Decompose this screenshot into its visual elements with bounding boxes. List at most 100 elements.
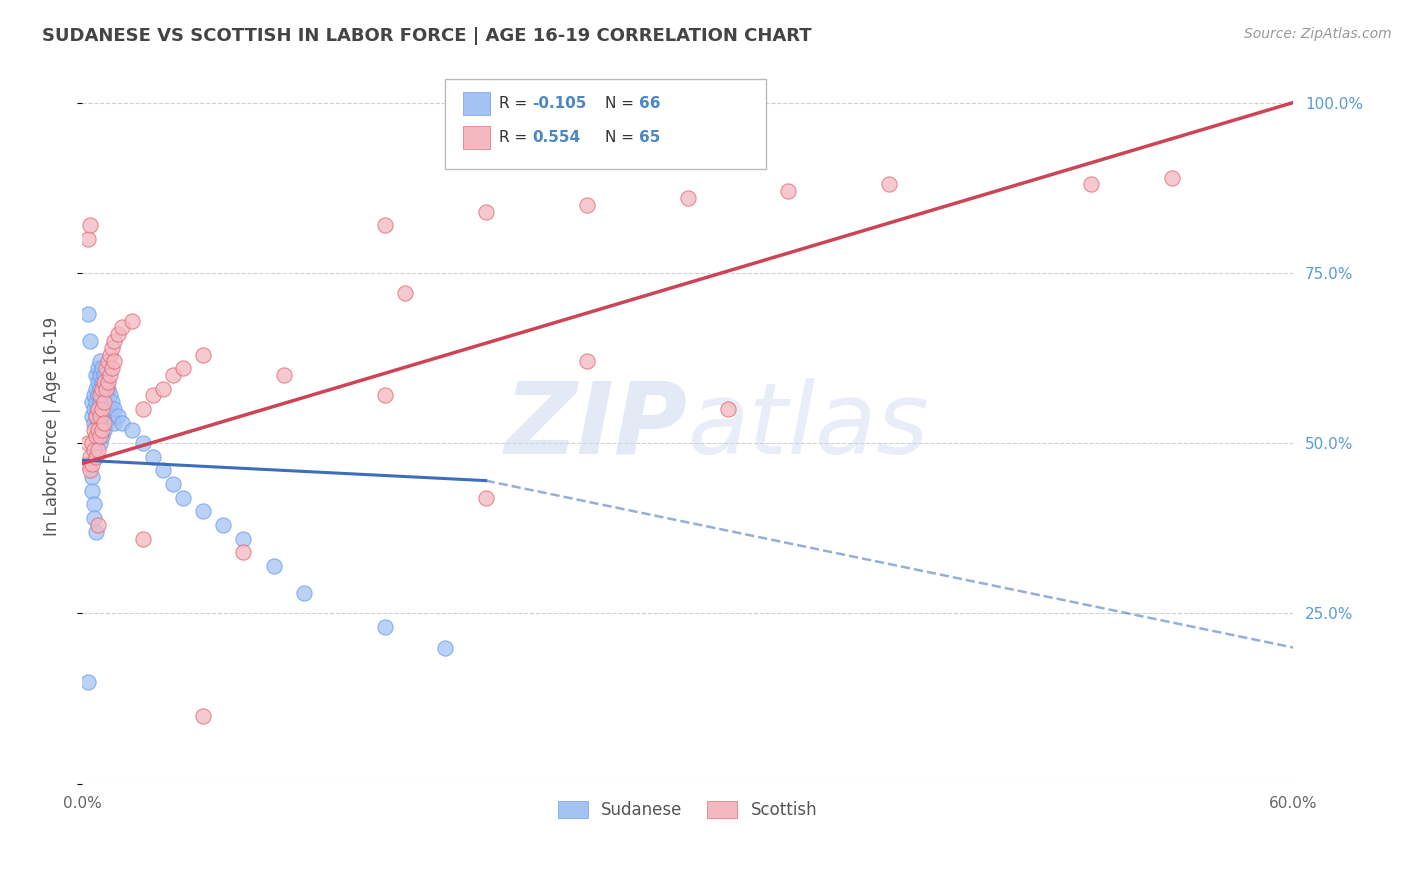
Point (87, 423, 110, 437)
Point (97, 382, 120, 396)
Bar (464, 126, 491, 149)
Point (83, 442, 105, 457)
Point (96, 382, 118, 396)
Text: R =: R = (499, 129, 527, 145)
Point (575, 198, 598, 212)
Point (434, 640, 457, 655)
Point (474, 204, 496, 219)
Point (121, 313, 143, 327)
Point (79, 450, 101, 464)
Point (87, 375, 110, 389)
Point (79, 334, 101, 348)
Point (98, 388, 121, 402)
Bar (464, 92, 491, 115)
Text: N =: N = (605, 96, 634, 112)
Point (83, 388, 105, 402)
Point (97, 375, 120, 389)
Point (101, 395, 124, 409)
Point (374, 218, 396, 232)
Point (103, 334, 125, 348)
Point (96, 375, 118, 389)
Point (84, 429, 107, 443)
Point (91, 402, 114, 417)
Point (96, 416, 118, 430)
Point (93, 395, 115, 409)
Point (89, 382, 111, 396)
Point (374, 620, 396, 634)
Point (79, 218, 101, 232)
Text: ZIP: ZIP (505, 377, 688, 475)
Point (292, 586, 315, 600)
Point (87, 361, 110, 376)
Point (152, 382, 174, 396)
Point (93, 423, 115, 437)
Text: Source: ZipAtlas.com: Source: ZipAtlas.com (1244, 27, 1392, 41)
Point (98, 368, 121, 382)
Point (152, 463, 174, 477)
Point (84, 382, 107, 396)
Point (111, 416, 134, 430)
Point (89, 388, 111, 402)
Point (103, 402, 125, 417)
Point (84, 409, 107, 423)
Point (91, 429, 114, 443)
Point (162, 477, 184, 491)
Point (191, 504, 214, 518)
Point (263, 558, 285, 573)
Point (142, 450, 165, 464)
Point (131, 402, 153, 417)
Point (191, 348, 214, 362)
Point (77, 674, 100, 689)
Text: R =: R = (499, 96, 527, 112)
Point (77, 436, 100, 450)
Point (77, 307, 100, 321)
Point (93, 375, 115, 389)
Text: -0.105: -0.105 (533, 96, 586, 112)
Point (91, 382, 114, 396)
Point (103, 416, 125, 430)
Point (91, 375, 114, 389)
Text: N =: N = (605, 129, 634, 145)
Point (77, 457, 100, 471)
Point (212, 517, 235, 532)
Point (83, 511, 105, 525)
Point (93, 409, 115, 423)
Point (172, 361, 194, 376)
Point (879, 178, 901, 192)
Point (87, 388, 110, 402)
Text: 0.554: 0.554 (533, 129, 581, 145)
Point (93, 368, 115, 382)
Legend: Sudanese, Scottish: Sudanese, Scottish (551, 794, 824, 825)
Point (97, 395, 120, 409)
Point (101, 341, 124, 355)
Point (1161, 170, 1184, 185)
Point (84, 395, 107, 409)
Point (172, 491, 194, 505)
Point (98, 348, 121, 362)
Point (77, 232, 100, 246)
Point (232, 532, 254, 546)
Point (87, 442, 110, 457)
Point (98, 402, 121, 417)
Point (89, 429, 111, 443)
Point (89, 354, 111, 368)
Point (79, 463, 101, 477)
Point (80, 436, 103, 450)
Point (89, 423, 111, 437)
Point (101, 409, 124, 423)
Point (89, 409, 111, 423)
Point (83, 416, 105, 430)
Point (96, 402, 118, 417)
Point (778, 184, 800, 198)
Text: SUDANESE VS SCOTTISH IN LABOR FORCE | AGE 16-19 CORRELATION CHART: SUDANESE VS SCOTTISH IN LABOR FORCE | AG… (42, 27, 811, 45)
Point (83, 498, 105, 512)
Point (121, 423, 143, 437)
Text: 65: 65 (640, 129, 661, 145)
Point (91, 423, 114, 437)
Point (96, 361, 118, 376)
Point (107, 327, 129, 342)
Point (80, 409, 103, 423)
Point (84, 409, 107, 423)
FancyBboxPatch shape (446, 79, 766, 169)
Point (142, 388, 165, 402)
